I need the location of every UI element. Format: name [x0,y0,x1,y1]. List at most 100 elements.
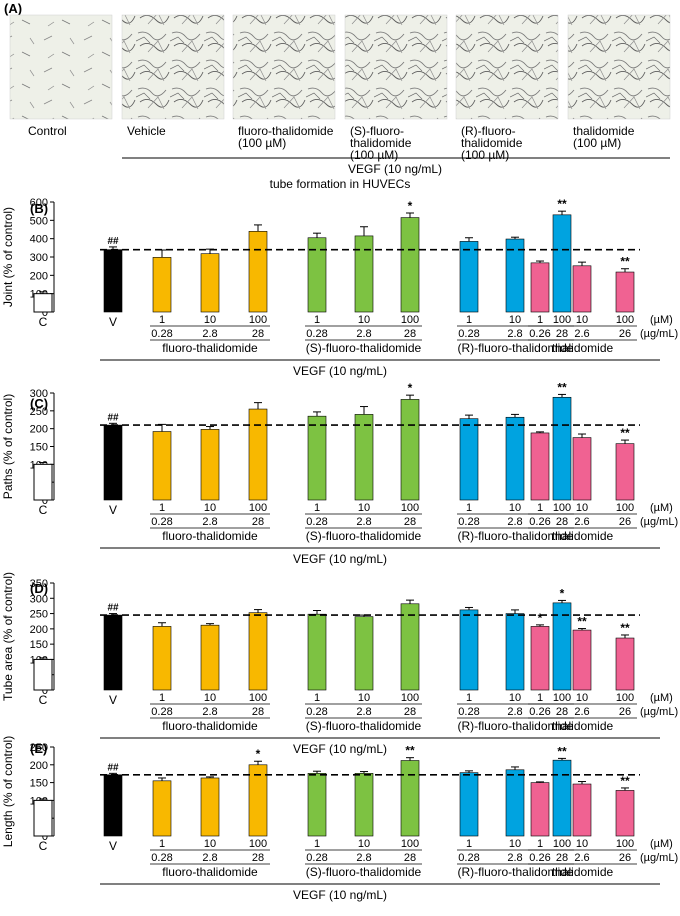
bar-charts: (B)0100200300400500600Joint (% of contro… [1,197,678,902]
x-label-um: 1 [466,838,472,850]
x-label-um: 100 [553,838,571,850]
bar [530,432,550,501]
vegf-label: VEGF (10 ng/mL) [293,552,387,566]
vegf-label: VEGF (10 ng/mL) [293,888,387,902]
x-label-um: 100 [553,692,571,704]
y-tick-label: 300 [30,388,48,400]
bar [400,399,420,501]
bar [615,790,635,837]
x-label-um: 1 [314,838,320,850]
unit-ugml: (µg/mL) [640,706,678,718]
y-tick-label: 200 [30,270,48,282]
x-group-label: (R)-fluoro-thalidomide [457,529,573,543]
x-label-um: 10 [204,314,216,326]
x-label-um: 10 [358,838,370,850]
caption-line: (100 µM) [573,136,621,150]
x-label-um: 100 [249,838,267,850]
bar [400,603,420,691]
x-label-um: 100 [616,838,634,850]
bar [530,262,550,313]
x-group-label: fluoro-thalidomide [162,719,258,733]
x-label-ugml: 28 [252,516,264,528]
bar [200,429,220,501]
bar [354,414,374,501]
significance-star: ** [405,744,415,758]
x-label-ugml: 0.26 [529,706,550,718]
x-group-label: fluoro-thalidomide [162,529,258,543]
y-tick-label: 600 [30,197,48,209]
x-label-vehicle: V [109,315,117,329]
x-label-um: 1 [537,314,543,326]
x-label-um: 100 [401,692,419,704]
x-label-vehicle: V [109,839,117,853]
x-label-ugml: 0.28 [458,516,479,528]
x-group-label: (R)-fluoro-thalidomide [457,865,573,879]
vegf-label: VEGF (10 ng/mL) [293,742,387,756]
y-axis-title: Length (% of control) [1,736,15,847]
x-label-ugml: 0.28 [151,852,172,864]
panel-a-subtitle: tube formation in HUVECs [270,177,411,191]
bar [103,249,123,313]
x-label-ugml: 0.28 [458,852,479,864]
unit-ugml: (µg/mL) [640,516,678,528]
chart-panel-4: (E)050100150200250Length (% of control)#… [1,736,678,902]
x-label-um: 100 [553,502,571,514]
bar [615,443,635,501]
x-label-um: 1 [159,502,165,514]
micrograph-caption-1: Control [28,124,67,138]
bar [248,408,268,501]
y-tick-label: 300 [30,593,48,605]
x-label-um: 10 [576,692,588,704]
bar [572,783,592,837]
x-group-label: (R)-fluoro-thalidomide [457,341,573,355]
bar [33,463,53,501]
x-label-um: 10 [358,502,370,514]
x-label-um: 100 [616,502,634,514]
y-tick-label: 300 [30,252,48,264]
x-label-ugml: 26 [619,852,631,864]
bar [103,774,123,837]
micrograph-4: (S)-fluoro-thalidomide tube formation mi… [344,14,448,120]
x-label-control: C [39,839,48,853]
caption-line: (100 µM) [238,136,286,150]
x-label-ugml: 2.8 [202,328,217,340]
x-label-ugml: 2.6 [574,706,589,718]
significance-star: ** [620,621,630,635]
panel-a-vegf-label: VEGF (10 ng/mL) [348,162,442,176]
x-label-control: C [39,503,48,517]
bar [400,760,420,837]
x-group-label: (S)-fluoro-thalidomide [306,865,422,879]
chart-panel-label: (E) [30,741,47,756]
x-label-um: 1 [466,692,472,704]
x-label-ugml: 2.8 [356,706,371,718]
significance-star: * [408,199,413,213]
bar [400,217,420,313]
bar [307,415,327,501]
significance-star: ** [620,426,630,440]
x-label-um: 10 [204,502,216,514]
micrograph-6: thalidomide tube formation micrograph [567,14,671,120]
bar [505,416,525,501]
y-axis-title: Joint (% of control) [1,207,15,307]
x-label-ugml: 2.8 [507,328,522,340]
x-label-ugml: 2.8 [507,706,522,718]
significance-star: ** [557,380,567,394]
x-group-label: thalidomide [552,865,614,879]
x-label-ugml: 0.28 [306,328,327,340]
x-label-um: 100 [553,314,571,326]
x-label-ugml: 2.8 [356,328,371,340]
bar [152,257,172,313]
unit-ugml: (µg/mL) [640,852,678,864]
bar [459,418,479,501]
x-label-control: C [39,315,48,329]
bar [572,629,592,691]
x-label-um: 1 [537,502,543,514]
bar [248,231,268,313]
micrograph-caption-4: (S)-fluoro-thalidomide (100 µM) [350,124,412,162]
bar [200,624,220,691]
x-label-um: 1 [159,692,165,704]
significance-star: ** [620,774,630,788]
caption-line: thalidomide [573,124,635,138]
caption-line: Vehicle [127,124,166,138]
x-label-vehicle: V [109,693,117,707]
